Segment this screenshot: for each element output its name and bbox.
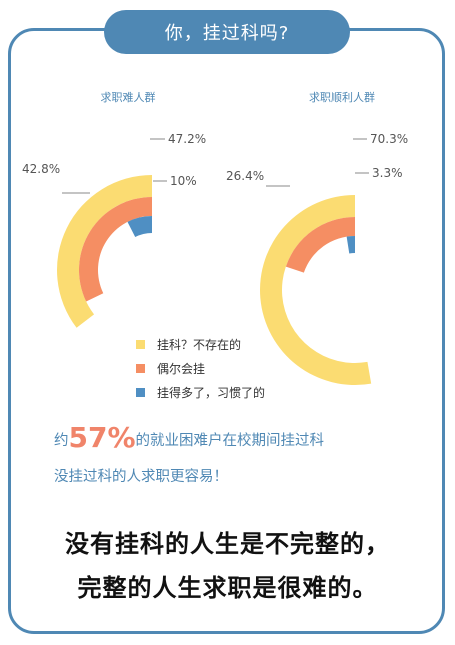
legend-label-often: 挂得多了，习惯了的 xyxy=(157,385,266,400)
caption-line-1: 没有挂科的人生是不完整的， xyxy=(65,530,390,558)
chart-difficult-group: 求职难人群 47.2% 42.8% 10% xyxy=(22,90,206,328)
stat-number: 57% xyxy=(68,421,136,454)
label-smooth-sometimes: 26.4% xyxy=(226,169,264,183)
caption-line-2: 完整的人生求职是很难的。 xyxy=(77,574,378,602)
stat-prefix: 约 xyxy=(54,433,69,449)
page-title: 你，挂过科吗? xyxy=(104,10,350,54)
ring-smooth-never xyxy=(260,195,372,385)
main-frame xyxy=(8,28,445,634)
legend-label-never: 挂科？不存在的 xyxy=(157,337,242,352)
chart-title-1: 求职顺利人群 xyxy=(309,90,375,104)
legend-item-never: 挂科？不存在的 xyxy=(136,332,265,356)
legend-label-sometimes: 偶尔会挂 xyxy=(157,361,206,376)
stat-line: 约57%的就业困难户在校期间挂过科 xyxy=(54,421,324,454)
label-difficult-often: 10% xyxy=(170,174,197,188)
ring-difficult-never xyxy=(56,175,152,328)
stat-suffix: 的就业困难户在校期间挂过科 xyxy=(135,433,325,449)
legend-item-often: 挂得多了，习惯了的 xyxy=(136,380,265,404)
ring-difficult-sometimes xyxy=(78,197,152,302)
label-smooth-never: 70.3% xyxy=(370,132,408,146)
legend-swatch-never xyxy=(136,339,145,349)
stat-line-2: 没挂过科的人求职更容易！ xyxy=(54,469,228,485)
ring-smooth-often xyxy=(346,236,355,254)
chart-title-0: 求职难人群 xyxy=(101,90,156,104)
label-difficult-sometimes: 42.8% xyxy=(22,162,60,176)
legend: 挂科？不存在的 偶尔会挂 挂得多了，习惯了的 xyxy=(136,332,265,404)
label-smooth-often: 3.3% xyxy=(372,166,403,180)
legend-item-sometimes: 偶尔会挂 xyxy=(136,356,265,380)
label-difficult-never: 47.2% xyxy=(168,132,206,146)
legend-swatch-sometimes xyxy=(136,363,145,373)
ring-smooth-sometimes xyxy=(285,217,355,273)
chart-smooth-group: 求职顺利人群 70.3% 26.4% 3.3% xyxy=(226,90,408,385)
legend-swatch-often xyxy=(136,387,145,397)
ring-difficult-often xyxy=(127,216,152,238)
